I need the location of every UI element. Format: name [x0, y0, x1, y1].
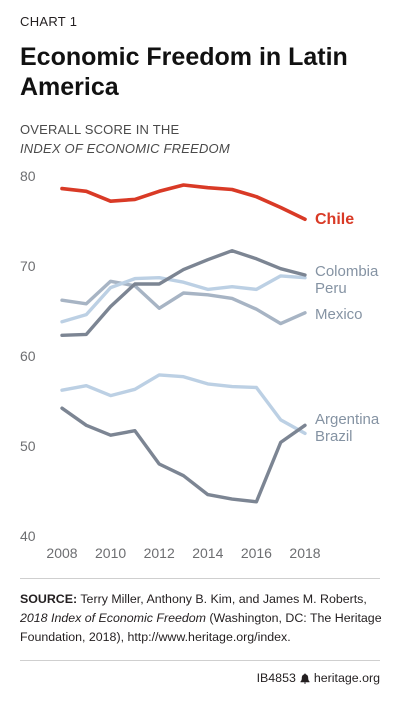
- series-label-argentina: Argentina: [315, 411, 380, 428]
- series-line-brazil: [60, 373, 307, 436]
- x-tick-label: 2016: [241, 545, 272, 561]
- report-id: IB4853: [256, 671, 296, 685]
- y-tick-label: 80: [20, 168, 36, 184]
- chart-subtitle: OVERALL SCORE IN THE INDEX OF ECONOMIC F…: [20, 120, 230, 158]
- source-note: SOURCE: Terry Miller, Anthony B. Kim, an…: [20, 590, 385, 647]
- chart-number: CHART 1: [20, 14, 78, 29]
- subtitle-line-1: OVERALL SCORE IN THE: [20, 122, 180, 137]
- series-line-colombia: [60, 248, 307, 338]
- series-line-chile: [60, 183, 307, 222]
- y-tick-label: 60: [20, 348, 36, 364]
- source-authors: Terry Miller, Anthony B. Kim, and James …: [77, 592, 367, 606]
- y-tick-label: 70: [20, 258, 36, 274]
- series-label-chile: Chile: [315, 211, 354, 228]
- series-label-colombia: Colombia: [315, 263, 379, 280]
- footer-divider: [20, 660, 380, 661]
- chart-title: Economic Freedom in Latin America: [20, 43, 348, 101]
- liberty-bell-icon: [300, 673, 310, 684]
- series-label-brazil: Brazil: [315, 428, 353, 445]
- series-label-mexico: Mexico: [315, 306, 363, 323]
- x-tick-label: 2012: [144, 545, 175, 561]
- footer: IB4853 heritage.org: [257, 671, 380, 685]
- x-tick-label: 2014: [192, 545, 223, 561]
- series-line-argentina: [60, 406, 307, 504]
- source-publication: 2018 Index of Economic Freedom: [20, 611, 206, 625]
- series-line-mexico: [60, 279, 307, 326]
- y-tick-label: 50: [20, 438, 36, 454]
- footer-site: heritage.org: [313, 671, 380, 685]
- divider: [20, 578, 380, 579]
- subtitle-line-2: INDEX OF ECONOMIC FREEDOM: [20, 141, 230, 156]
- x-tick-label: 2008: [46, 545, 77, 561]
- series-line-peru: [60, 274, 307, 324]
- x-tick-label: 2010: [95, 545, 126, 561]
- source-details: (Washington, DC: The Heritage Foundation…: [20, 611, 382, 644]
- source-label: SOURCE:: [20, 592, 78, 606]
- line-chart: 40 50 60 70 80 2008 2010 2012 2014 2016 2018 Chile C…: [20, 168, 380, 561]
- y-tick-label: 40: [20, 528, 36, 544]
- series-label-peru: Peru: [315, 280, 347, 297]
- x-tick-label: 2018: [289, 545, 320, 561]
